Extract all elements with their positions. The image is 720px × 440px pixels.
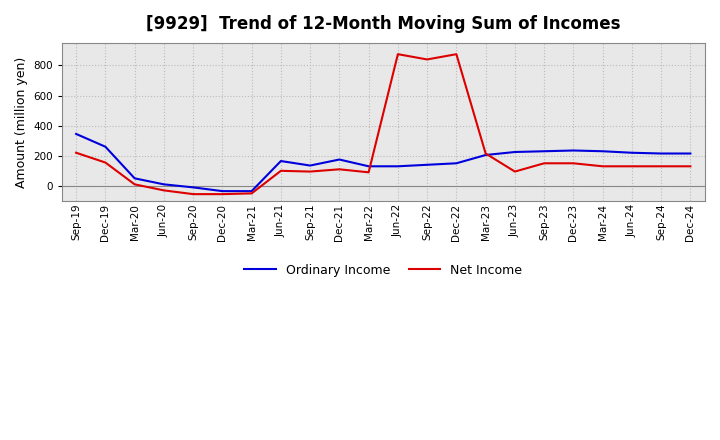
Net Income (335, 167, 343, 172)
Net Income (160, 188, 168, 193)
Ordinary Income (569, 148, 577, 153)
Line: Ordinary Income: Ordinary Income (76, 134, 690, 191)
Ordinary Income (510, 149, 519, 154)
Net Income (628, 164, 636, 169)
Net Income (101, 160, 109, 165)
Net Income (686, 164, 695, 169)
Ordinary Income (364, 164, 373, 169)
Legend: Ordinary Income, Net Income: Ordinary Income, Net Income (240, 259, 527, 282)
Ordinary Income (598, 149, 607, 154)
Ordinary Income (101, 144, 109, 149)
Ordinary Income (130, 176, 139, 181)
Ordinary Income (394, 164, 402, 169)
Ordinary Income (160, 182, 168, 187)
Net Income (394, 51, 402, 57)
Line: Net Income: Net Income (76, 54, 690, 194)
Ordinary Income (276, 158, 285, 164)
Net Income (247, 191, 256, 196)
Net Income (510, 169, 519, 174)
Ordinary Income (247, 188, 256, 194)
Net Income (452, 51, 461, 57)
Ordinary Income (218, 188, 227, 194)
Net Income (540, 161, 549, 166)
Net Income (598, 164, 607, 169)
Net Income (306, 169, 315, 174)
Net Income (276, 168, 285, 173)
Ordinary Income (189, 185, 197, 190)
Net Income (130, 182, 139, 187)
Ordinary Income (306, 163, 315, 168)
Ordinary Income (686, 151, 695, 156)
Ordinary Income (423, 162, 431, 168)
Ordinary Income (481, 152, 490, 158)
Net Income (364, 170, 373, 175)
Net Income (189, 191, 197, 197)
Net Income (569, 161, 577, 166)
Ordinary Income (657, 151, 665, 156)
Net Income (218, 191, 227, 197)
Ordinary Income (72, 131, 81, 136)
Net Income (657, 164, 665, 169)
Net Income (423, 57, 431, 62)
Ordinary Income (335, 157, 343, 162)
Net Income (481, 151, 490, 156)
Y-axis label: Amount (million yen): Amount (million yen) (15, 56, 28, 187)
Ordinary Income (540, 149, 549, 154)
Title: [9929]  Trend of 12-Month Moving Sum of Incomes: [9929] Trend of 12-Month Moving Sum of I… (146, 15, 621, 33)
Ordinary Income (628, 150, 636, 155)
Net Income (72, 150, 81, 155)
Ordinary Income (452, 161, 461, 166)
